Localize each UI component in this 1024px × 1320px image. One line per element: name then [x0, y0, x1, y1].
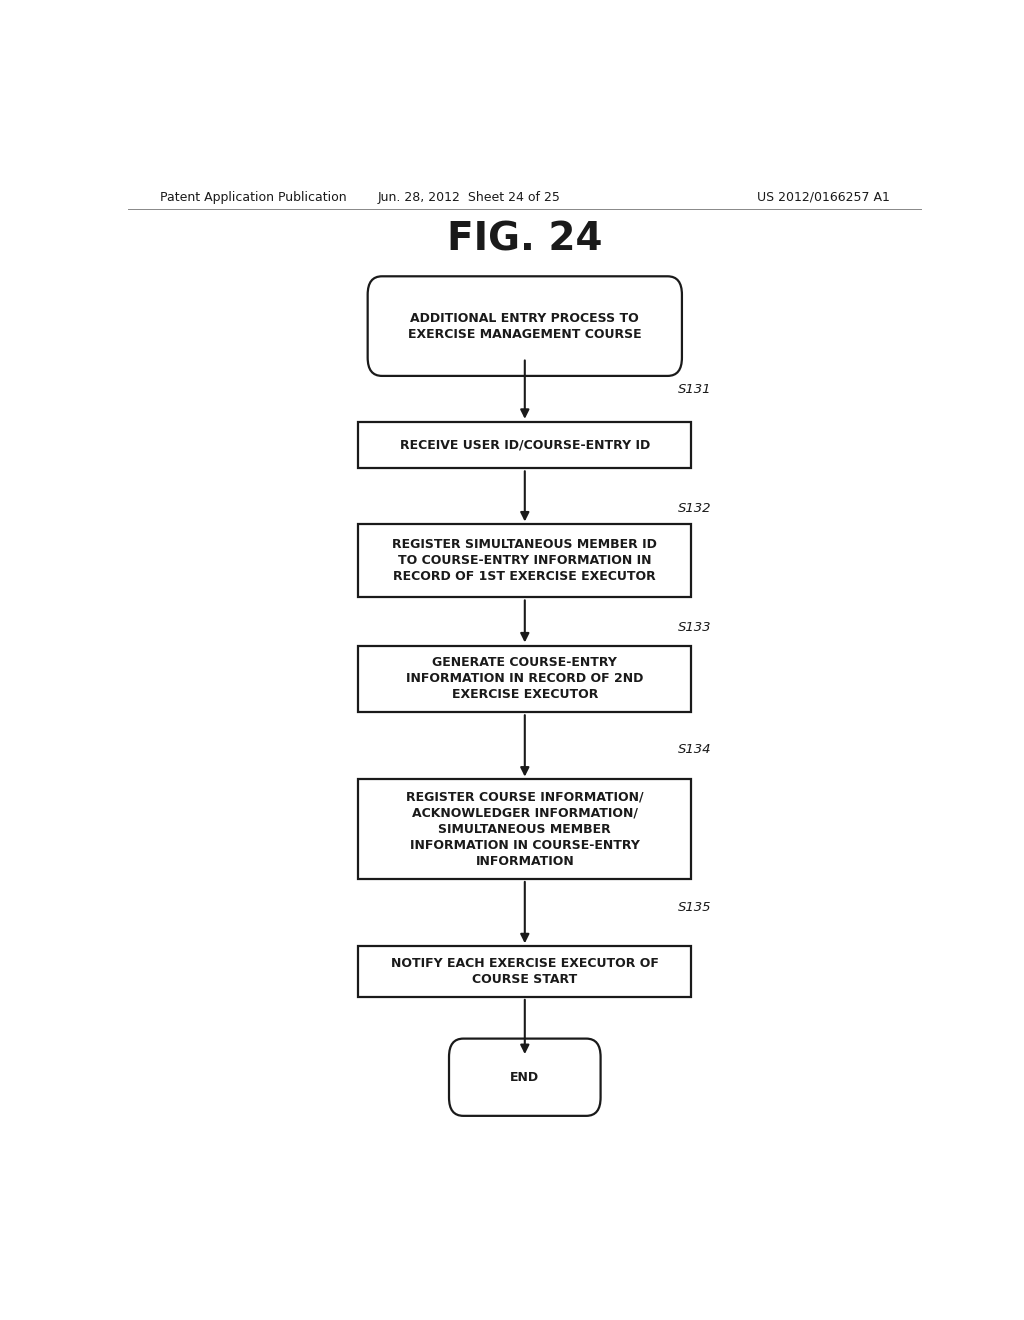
Text: S132: S132 [678, 502, 712, 515]
Text: S133: S133 [678, 622, 712, 635]
Text: REGISTER SIMULTANEOUS MEMBER ID
TO COURSE-ENTRY INFORMATION IN
RECORD OF 1ST EXE: REGISTER SIMULTANEOUS MEMBER ID TO COURS… [392, 539, 657, 583]
Text: US 2012/0166257 A1: US 2012/0166257 A1 [757, 190, 890, 203]
Text: FIG. 24: FIG. 24 [447, 220, 602, 259]
FancyBboxPatch shape [368, 276, 682, 376]
FancyBboxPatch shape [358, 645, 691, 711]
Text: GENERATE COURSE-ENTRY
INFORMATION IN RECORD OF 2ND
EXERCISE EXECUTOR: GENERATE COURSE-ENTRY INFORMATION IN REC… [407, 656, 643, 701]
Text: S135: S135 [678, 902, 712, 913]
FancyBboxPatch shape [358, 524, 691, 598]
Text: S131: S131 [678, 383, 712, 396]
Text: REGISTER COURSE INFORMATION/
ACKNOWLEDGER INFORMATION/
SIMULTANEOUS MEMBER
INFOR: REGISTER COURSE INFORMATION/ ACKNOWLEDGE… [406, 791, 644, 867]
FancyBboxPatch shape [358, 421, 691, 469]
Text: Jun. 28, 2012  Sheet 24 of 25: Jun. 28, 2012 Sheet 24 of 25 [378, 190, 561, 203]
FancyBboxPatch shape [449, 1039, 601, 1115]
Text: NOTIFY EACH EXERCISE EXECUTOR OF
COURSE START: NOTIFY EACH EXERCISE EXECUTOR OF COURSE … [391, 957, 658, 986]
Text: ADDITIONAL ENTRY PROCESS TO
EXERCISE MANAGEMENT COURSE: ADDITIONAL ENTRY PROCESS TO EXERCISE MAN… [408, 312, 642, 341]
Text: RECEIVE USER ID/COURSE-ENTRY ID: RECEIVE USER ID/COURSE-ENTRY ID [399, 438, 650, 451]
Text: Patent Application Publication: Patent Application Publication [160, 190, 346, 203]
Text: END: END [510, 1071, 540, 1084]
FancyBboxPatch shape [358, 779, 691, 879]
FancyBboxPatch shape [358, 946, 691, 997]
Text: S134: S134 [678, 743, 712, 756]
